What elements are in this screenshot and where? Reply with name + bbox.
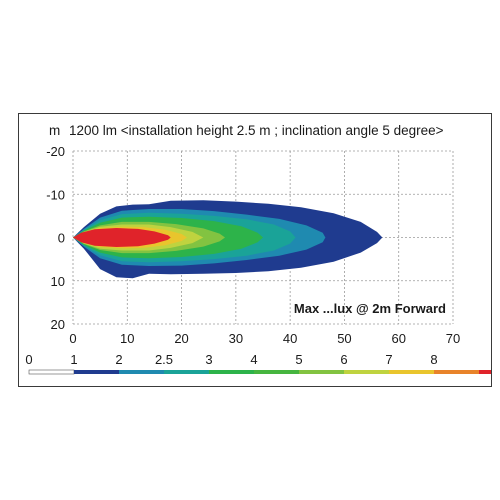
x-tick-label: 10 xyxy=(120,331,134,346)
legend-swatch xyxy=(299,370,344,374)
x-tick-label: 0 xyxy=(69,331,76,346)
legend-label: 3 xyxy=(205,352,212,367)
y-tick-label: 20 xyxy=(51,317,65,332)
y-tick-label: 0 xyxy=(58,231,65,246)
legend-swatch xyxy=(74,370,119,374)
legend-swatch xyxy=(28,369,75,375)
legend-label: 2 xyxy=(115,352,122,367)
legend-label: 0 xyxy=(25,352,32,367)
legend-label: 1 xyxy=(70,352,77,367)
y-axis-label: m xyxy=(49,123,60,138)
legend-label: 2.5 xyxy=(155,352,173,367)
legend-label: 8 xyxy=(430,352,437,367)
legend-swatch xyxy=(344,370,389,374)
x-tick-label: 50 xyxy=(337,331,351,346)
x-tick-label: 20 xyxy=(174,331,188,346)
legend-swatch xyxy=(119,370,164,374)
heatmap-chart: m 1200 lm <installation height 2.5 m ; i… xyxy=(25,123,491,375)
x-tick-label: 40 xyxy=(283,331,297,346)
legend-label: 7 xyxy=(385,352,392,367)
x-tick-label: 30 xyxy=(229,331,243,346)
legend-swatch xyxy=(209,370,254,374)
legend-swatch xyxy=(479,370,491,374)
legend-swatch xyxy=(254,370,299,374)
y-tick-label: 10 xyxy=(51,274,65,289)
contour-8-lx xyxy=(73,228,171,247)
y-tick-label: -10 xyxy=(46,187,65,202)
legend-swatch xyxy=(164,370,209,374)
x-tick-label: 70 xyxy=(446,331,460,346)
max-lux-annotation: Max ...lux @ 2m Forward xyxy=(294,301,446,316)
legend-swatch xyxy=(389,370,434,374)
legend-label: 6 xyxy=(340,352,347,367)
y-tick-label: -20 xyxy=(46,144,65,159)
x-tick-label: 60 xyxy=(391,331,405,346)
isolux-contours xyxy=(73,200,383,279)
chart-title: 1200 lm <installation height 2.5 m ; inc… xyxy=(69,123,444,138)
legend-label: 5 xyxy=(295,352,302,367)
legend-swatch xyxy=(434,370,479,374)
axis-ticks: 0 10 20 30 40 50 60 70 -20 -10 0 10 20 xyxy=(46,144,460,346)
legend-label: 4 xyxy=(250,352,257,367)
chart-panel: m 1200 lm <installation height 2.5 m ; i… xyxy=(18,113,492,387)
